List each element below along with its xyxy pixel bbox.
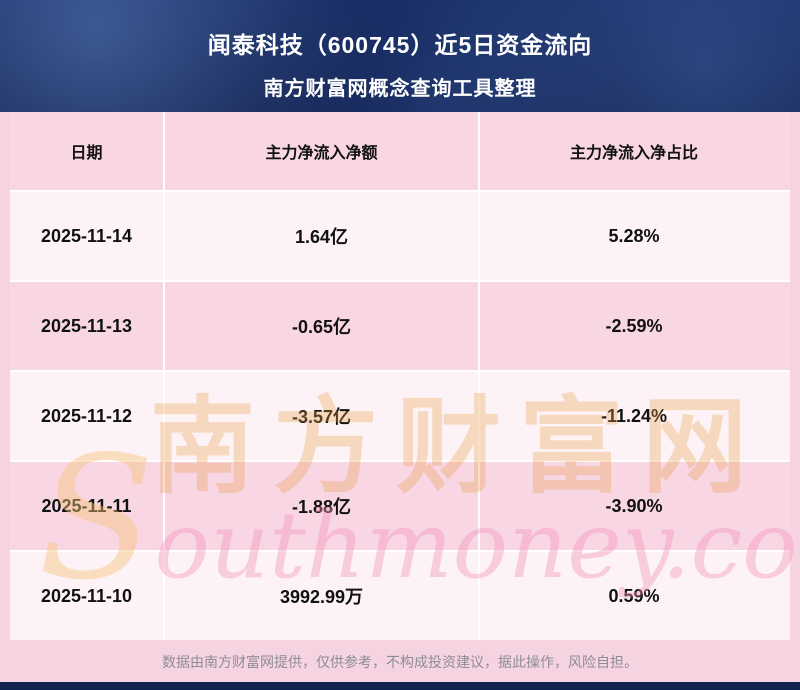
date-cell: 2025-11-14 — [10, 192, 165, 280]
footer-disclaimer: 数据由南方财富网提供，仅供参考，不构成投资建议，据此操作，风险自担。 — [162, 654, 638, 670]
page-subtitle: 南方财富网概念查询工具整理 — [263, 78, 537, 100]
header-cell-date: 日期 — [10, 112, 165, 190]
net-ratio-cell: -11.24% — [600, 405, 668, 426]
date-cell: 2025-11-10 — [10, 552, 165, 640]
header-cell-net-ratio: 主力净流入净占比 — [569, 145, 698, 162]
table-row: 2025-11-13 -0.65亿 -2.59% — [10, 280, 790, 370]
table-header-row: 日期 主力净流入净额 主力净流入净占比 — [10, 112, 790, 190]
net-ratio-cell: -2.59% — [605, 315, 663, 336]
date-cell: 2025-11-12 — [10, 372, 165, 460]
net-ratio-cell: -3.90% — [605, 495, 663, 516]
net-ratio-cell: 5.28% — [608, 225, 660, 246]
header-cell-net-inflow: 主力净流入净额 — [165, 112, 480, 190]
net-inflow-cell: -3.57亿 — [165, 372, 480, 460]
table-row: 2025-11-14 1.64亿 5.28% — [10, 190, 790, 280]
table-row: 2025-11-11 -1.88亿 -3.90% — [10, 460, 790, 550]
table-row: 2025-11-12 -3.57亿 -11.24% — [10, 370, 790, 460]
net-inflow-cell: 3992.99万 — [165, 552, 480, 640]
date-cell: 2025-11-13 — [10, 282, 165, 370]
fund-flow-table: 日期 主力净流入净额 主力净流入净占比 2025-11-14 1.64亿 5.2… — [10, 112, 790, 640]
date-cell: 2025-11-11 — [10, 462, 165, 550]
bottom-border-strip — [0, 682, 800, 690]
net-inflow-cell: -0.65亿 — [165, 282, 480, 370]
page-title: 闻泰科技（600745）近5日资金流向 — [207, 32, 593, 58]
net-inflow-cell: -1.88亿 — [165, 462, 480, 550]
top-banner: 闻泰科技（600745）近5日资金流向 南方财富网概念查询工具整理 — [0, 0, 800, 112]
net-inflow-cell: 1.64亿 — [165, 192, 480, 280]
table-row: 2025-11-10 3992.99万 0.59% — [10, 550, 790, 640]
net-ratio-cell: 0.59% — [608, 585, 660, 606]
